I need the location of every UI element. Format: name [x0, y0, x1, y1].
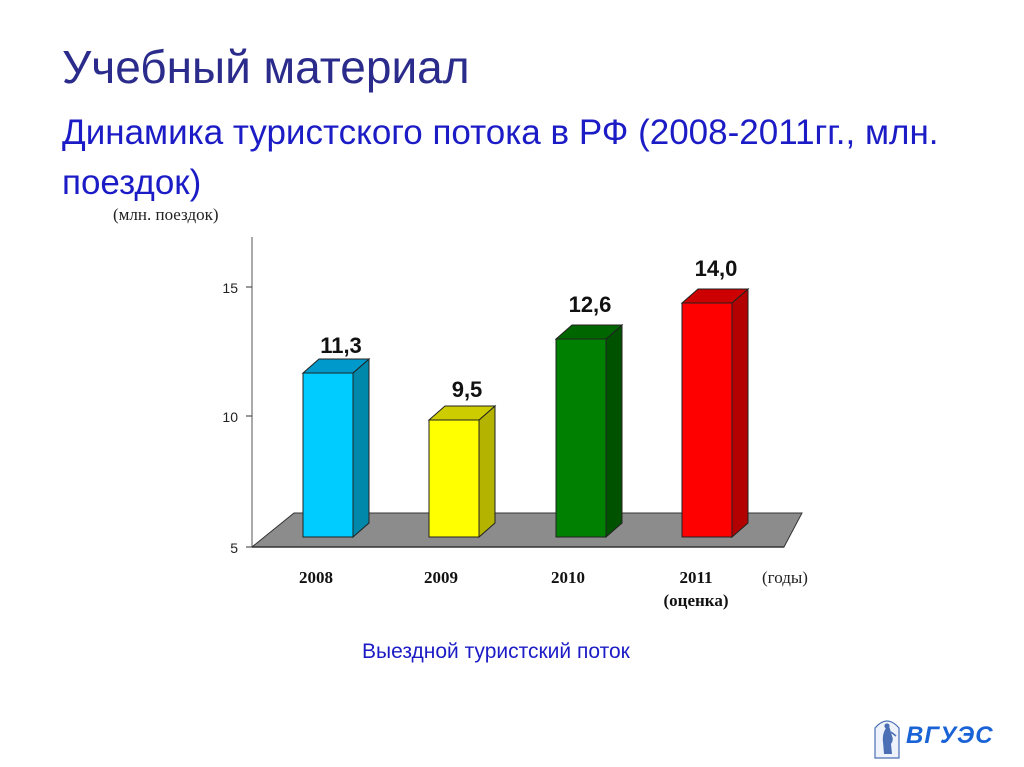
- statue-emblem-icon: [874, 720, 900, 759]
- bar-value-2011: 14,0: [695, 256, 738, 281]
- chart-title: Динамика туристского потока в РФ (2008-2…: [62, 113, 939, 202]
- chart-caption: Выездной туристский поток: [362, 640, 630, 663]
- logo-text: ВГУЭС: [906, 722, 994, 749]
- x-label-2011: 2011: [679, 568, 712, 587]
- bar-2010: 12,6: [554, 292, 624, 539]
- x-label-2008: 2008: [299, 568, 333, 587]
- x-label-2010: 2010: [551, 568, 585, 587]
- bar-2009: 9,5: [427, 377, 497, 539]
- y-ticks: 5 10 15: [222, 280, 252, 556]
- slide-title: Учебный материал: [62, 41, 470, 93]
- y-tick-10: 10: [222, 409, 238, 425]
- bar-2008: 11,3: [301, 333, 371, 539]
- bar-2011: 14,0: [680, 256, 750, 539]
- bar-value-2008: 11,3: [320, 333, 362, 358]
- x-label-2009: 2009: [424, 568, 458, 587]
- bar-value-2010: 12,6: [569, 292, 612, 317]
- x-axis-unit-label: (годы): [762, 568, 808, 587]
- university-logo: ВГУЭС: [872, 712, 1012, 762]
- y-tick-5: 5: [230, 540, 238, 556]
- x-label-2011-sub: (оценка): [664, 591, 729, 610]
- bar-value-2009: 9,5: [452, 377, 483, 402]
- y-axis-unit-label: (млн. поездок): [113, 205, 219, 224]
- y-tick-15: 15: [222, 280, 238, 296]
